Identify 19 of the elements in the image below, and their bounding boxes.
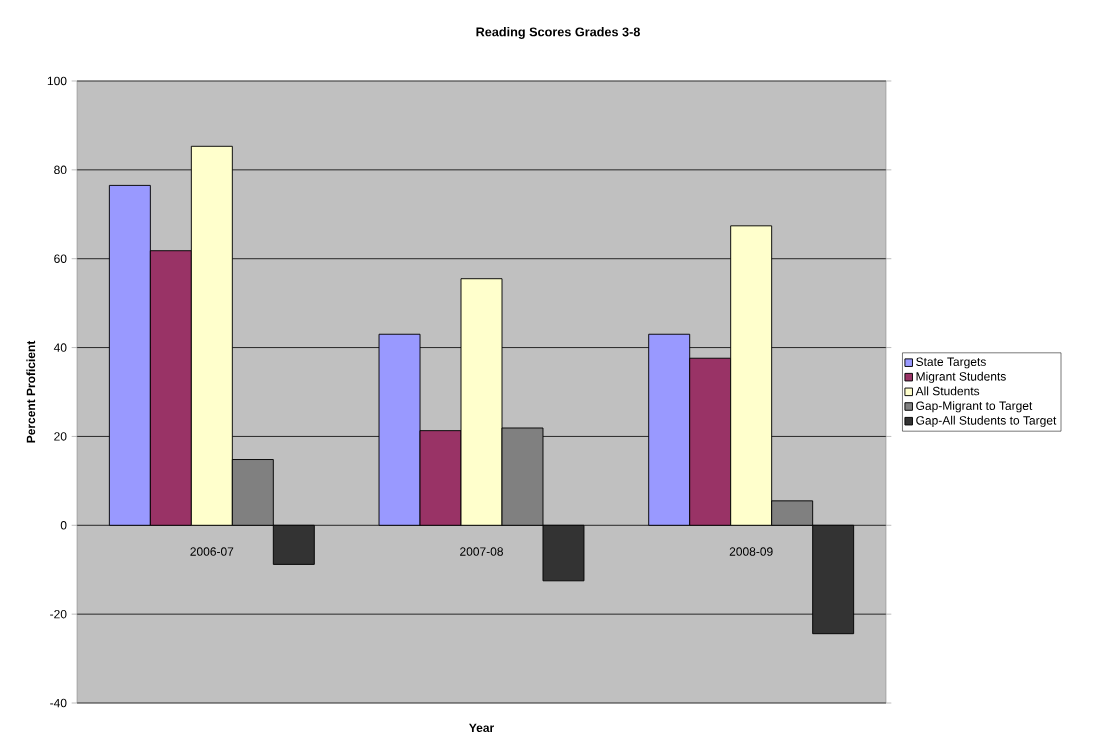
y-tick-label: 100 xyxy=(47,76,67,86)
y-axis-title: Percent Proficient xyxy=(26,340,36,443)
legend-label: State Targets xyxy=(916,357,986,369)
legend-label: Gap-All Students to Target xyxy=(916,415,1057,428)
y-tick-label: 0 xyxy=(60,521,67,530)
y-tick-label: 40 xyxy=(53,343,67,352)
x-tick-label: 2006-07 xyxy=(190,547,234,556)
x-tick-label: 2007-08 xyxy=(460,547,503,556)
y-tick-label: -20 xyxy=(50,609,67,619)
y-tick-label: 60 xyxy=(54,254,67,263)
legend-label: Migrant Students xyxy=(916,371,1006,384)
y-tick-label: 80 xyxy=(54,165,67,175)
legend-label: All Students xyxy=(915,386,980,396)
legend-label: Gap-Migrant to Target xyxy=(916,401,1033,413)
x-axis-title: Year xyxy=(469,723,494,733)
y-tick-label: -40 xyxy=(50,698,67,708)
chart-title: Reading Scores Grades 3-8 xyxy=(476,27,640,39)
y-tick-label: 20 xyxy=(54,432,67,441)
x-tick-label: 2008-09 xyxy=(729,547,773,556)
